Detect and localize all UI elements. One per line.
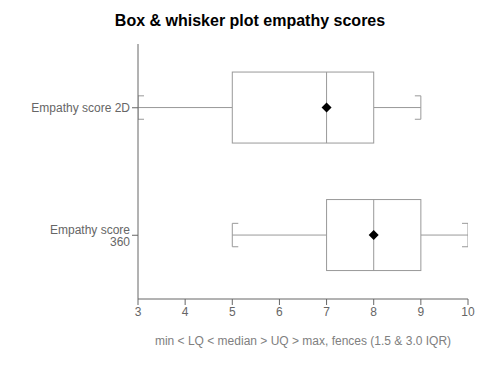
html-text:Box & whisker plot empathy sco: Box & whisker plot empathy scores <box>114 12 386 29</box>
svg-text:Empathy score 2D: Empathy score 2D <box>31 101 130 115</box>
svg-text:4: 4 <box>182 305 189 319</box>
svg-text:10: 10 <box>461 305 475 319</box>
svg-text:7: 7 <box>323 305 330 319</box>
svg-text:9: 9 <box>418 305 425 319</box>
svg-text:6: 6 <box>276 305 283 319</box>
svg-text:Empathy score360: Empathy score360 <box>50 223 130 249</box>
svg-text:3: 3 <box>135 305 142 319</box>
svg-text:5: 5 <box>229 305 236 319</box>
svg-text:8: 8 <box>370 305 377 319</box>
svg-text:min < LQ < median > UQ > max,: min < LQ < median > UQ > max, fences (1.… <box>155 334 451 348</box>
